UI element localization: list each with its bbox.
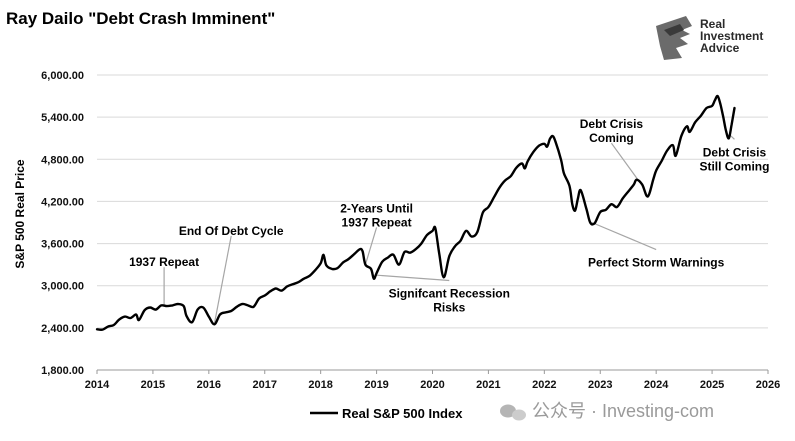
x-axis-ticks: 2014 2015 2016 2017 2018 2019 2020 2021 2022 2023… — [85, 370, 780, 391]
y-tick-label: 6,000.00 — [41, 70, 84, 82]
y-tick-label: 3,000.00 — [41, 281, 84, 293]
annotation-text: Debt Crisis — [703, 145, 767, 159]
annotation-text: Coming — [589, 131, 634, 145]
x-tick-label: 2017 — [253, 379, 277, 391]
annotation-text: 2-Years Until — [340, 201, 413, 215]
annotation-leader-line — [591, 221, 657, 251]
logo: Real Investment Advice — [656, 16, 763, 60]
y-axis-label: S&P 500 Real Price — [13, 159, 27, 269]
x-tick-label: 2020 — [420, 379, 444, 391]
eagle-logo-icon — [656, 16, 692, 60]
x-tick-label: 2018 — [308, 379, 332, 391]
y-tick-label: 3,600.00 — [41, 239, 84, 251]
annotation-leader-line — [364, 227, 378, 265]
annotation-text: Perfect Storm Warnings — [588, 256, 725, 270]
watermark: 公众号 · Investing-com — [500, 401, 714, 421]
annotation-leader-line — [376, 274, 450, 282]
series-line-real-sp500 — [95, 94, 736, 331]
legend-label: Real S&P 500 Index — [342, 406, 463, 421]
annotation-leader-line — [213, 235, 232, 324]
x-tick-label: 2014 — [85, 379, 110, 391]
x-tick-label: 2024 — [644, 379, 669, 391]
logo-line-1: Real — [700, 17, 725, 31]
chart-title: Ray Dailo "Debt Crash Imminent" — [6, 9, 275, 28]
annotation-text: Risks — [433, 300, 465, 314]
annotation-text: 1937 Repeat — [129, 255, 199, 269]
y-tick-label: 5,400.00 — [41, 112, 84, 124]
x-tick-label: 2019 — [364, 379, 388, 391]
x-tick-label: 2026 — [756, 379, 780, 391]
y-tick-label: 2,400.00 — [41, 323, 84, 335]
annotations: 1937 Repeat End Of Debt Cycle 2-Years Unti… — [129, 117, 769, 314]
logo-line-2: Investment — [700, 29, 763, 43]
x-tick-label: 2015 — [141, 379, 165, 391]
annotation-text: Still Coming — [699, 159, 769, 173]
legend: Real S&P 500 Index — [310, 406, 463, 421]
y-tick-label: 4,200.00 — [41, 196, 84, 208]
x-tick-label: 2023 — [588, 379, 612, 391]
annotation-leader-line — [610, 142, 640, 183]
annotation-text: Debt Crisis — [580, 117, 644, 131]
x-tick-label: 2022 — [532, 379, 556, 391]
x-tick-label: 2025 — [700, 379, 724, 391]
chat-icon — [500, 404, 526, 421]
watermark-text: 公众号 · Investing-com — [532, 401, 714, 421]
logo-line-3: Advice — [700, 41, 740, 55]
annotation-text: End Of Debt Cycle — [179, 224, 284, 238]
gridlines — [97, 74, 768, 329]
x-tick-label: 2021 — [476, 379, 500, 391]
y-tick-label: 1,800.00 — [41, 365, 84, 377]
y-axis-ticks: 6,000.00 5,400.00 4,800.00 4,200.00 3,600.00… — [41, 70, 84, 377]
annotation-text: Signifcant Recession — [389, 286, 510, 300]
annotation-text: 1937 Repeat — [342, 215, 412, 229]
x-tick-label: 2016 — [197, 379, 221, 391]
y-tick-label: 4,800.00 — [41, 154, 84, 166]
